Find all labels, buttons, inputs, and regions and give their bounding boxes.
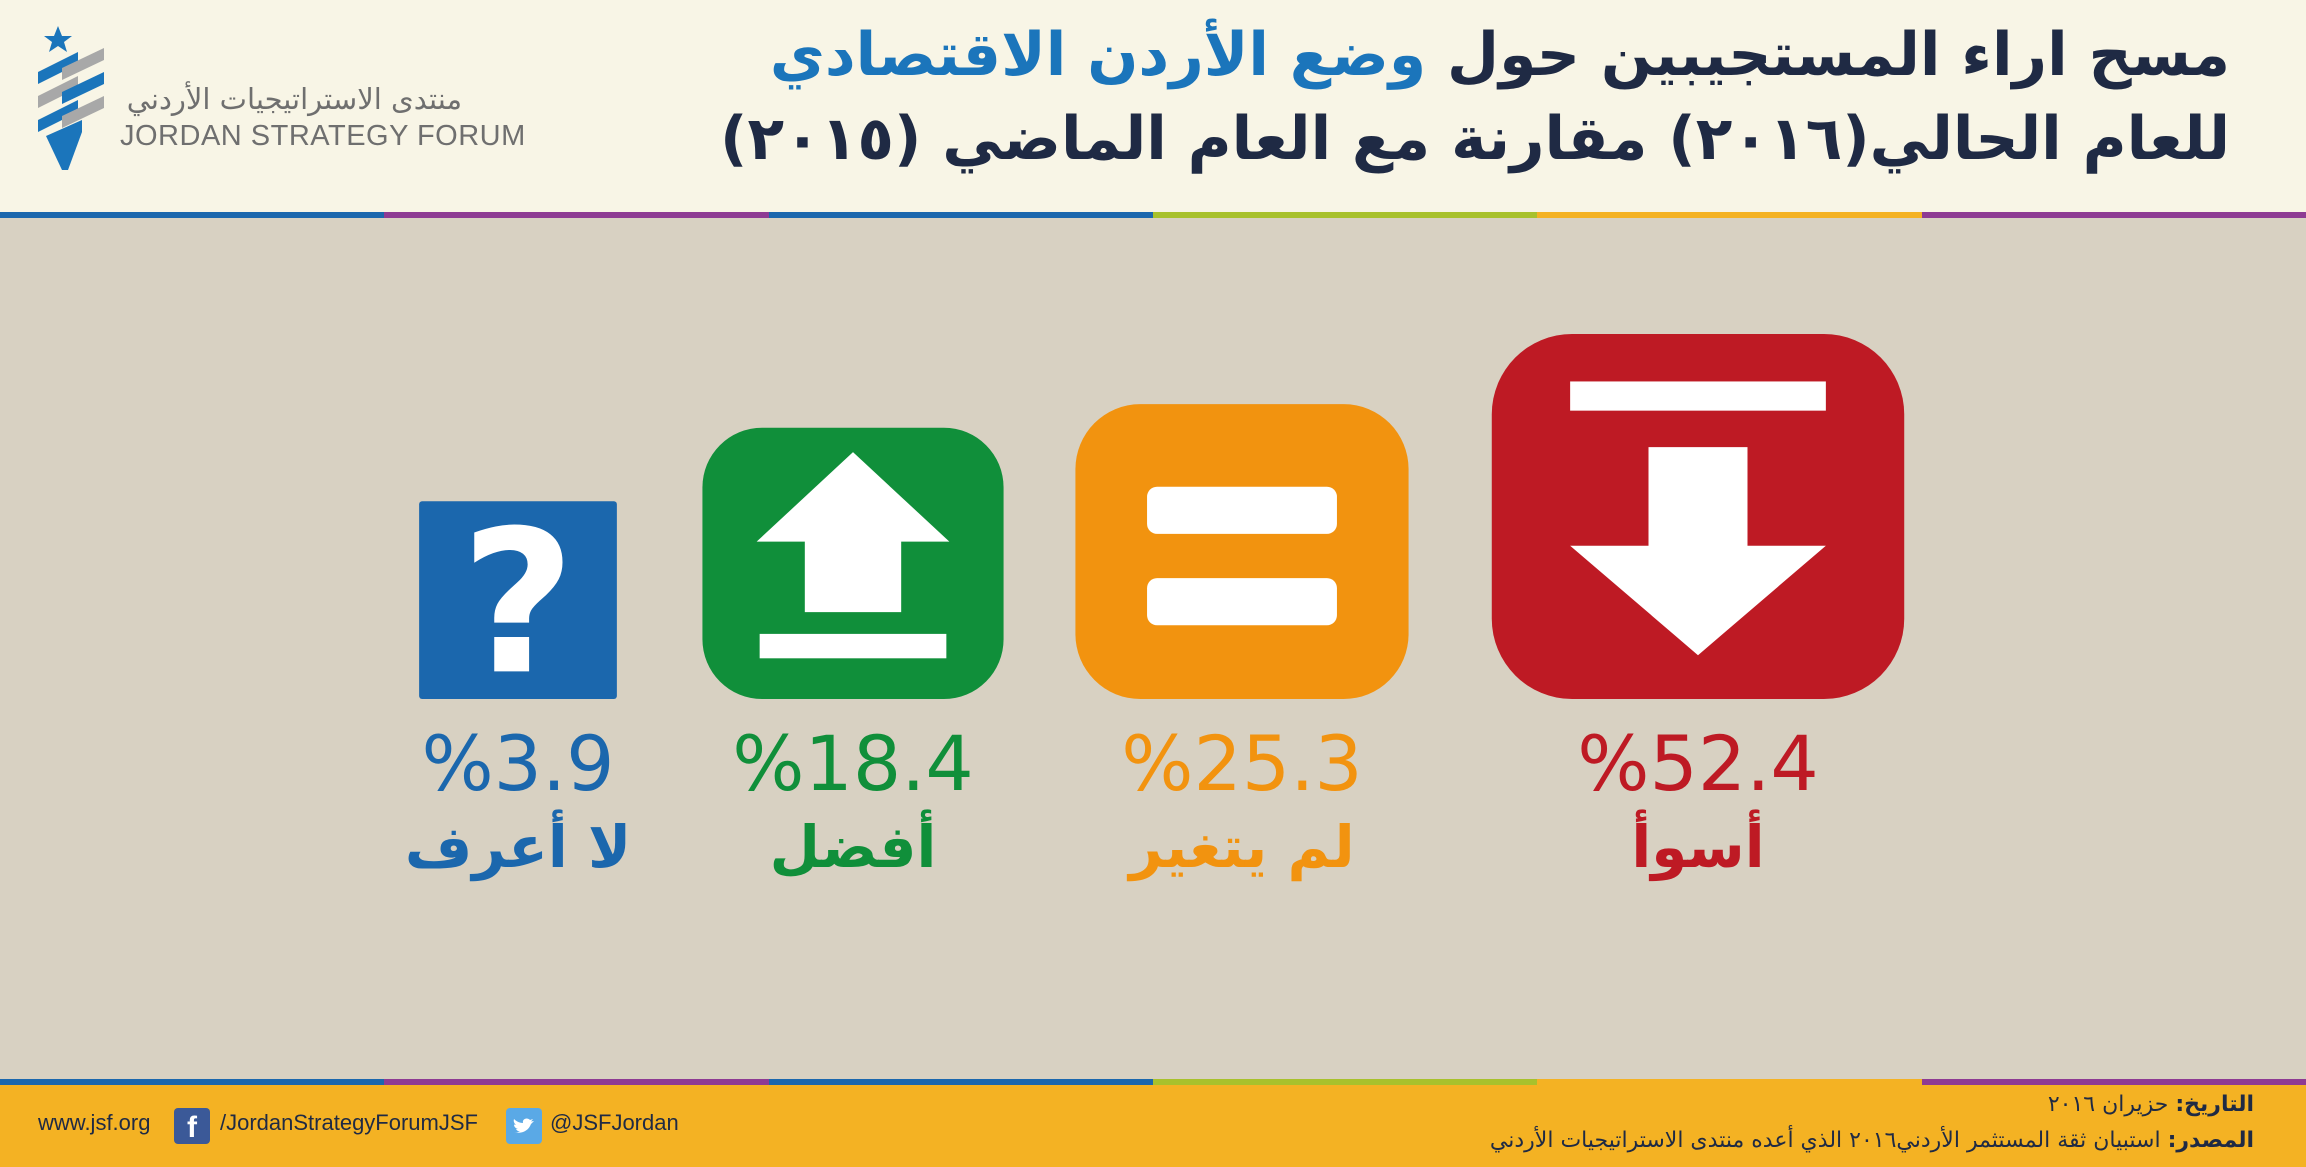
title-line-2: للعام الحالي(٢٠١٦) مقارنة مع العام الماض…: [720, 104, 2230, 174]
stripe-segment: [0, 1079, 385, 1085]
down-arrow-icon: [1570, 447, 1826, 656]
date-line: التاريخ: حزيران ٢٠١٦: [2048, 1092, 2254, 1117]
date-label: التاريخ:: [2175, 1092, 2254, 1117]
logo-arabic-text: منتدى الاستراتيجيات الأردني: [126, 82, 462, 116]
question-icon: ?: [461, 487, 576, 718]
stripe-segment: [1921, 1079, 2306, 1085]
bar-icon-box: [419, 501, 617, 699]
bar-icon-box: [1075, 404, 1409, 699]
stripe-segment: [1537, 212, 1922, 218]
title-line-1-accent: وضع الأردن الاقتصادي: [769, 20, 1427, 90]
twitter-link[interactable]: @JSFJordan: [550, 1110, 679, 1135]
down-arrow-icon: [1570, 381, 1826, 411]
source-line: المصدر: استبيان ثقة المستثمر الأردني٢٠١٦…: [1490, 1128, 2254, 1153]
top-color-stripe: [0, 212, 2306, 218]
value-label: %18.4: [732, 719, 973, 808]
jsf-logo-icon: [38, 26, 104, 170]
stripe-segment: [1921, 212, 2306, 218]
value-label: %52.4: [1577, 719, 1818, 808]
stripe-segment: [768, 1079, 1153, 1085]
bottom-color-stripe: [0, 1079, 2306, 1085]
logo-english-text: JORDAN STRATEGY FORUM: [120, 120, 526, 152]
header: منتدى الاستراتيجيات الأردني JORDAN STRAT…: [0, 0, 2306, 212]
twitter-icon[interactable]: [506, 1108, 542, 1144]
up-arrow-icon: [756, 452, 950, 613]
title-line-1: مسح اراء المستجيبين حول وضع الأردن الاقت…: [770, 20, 2230, 90]
stripe-segment: [384, 212, 769, 218]
source-value: استبيان ثقة المستثمر الأردني٢٠١٦ الذي أع…: [1489, 1128, 2161, 1153]
value-label: %3.9: [421, 719, 614, 808]
category-label: أفضل: [770, 809, 937, 881]
facebook-link[interactable]: /JordanStrategyForumJSF: [220, 1110, 478, 1135]
footer: [0, 1085, 2306, 1167]
equals-icon: [1147, 578, 1337, 626]
date-value: حزيران ٢٠١٦: [2047, 1092, 2169, 1117]
stripe-segment: [1152, 212, 1538, 218]
title-line-1-main: مسح اراء المستجيبين حول: [1447, 20, 2230, 90]
stripe-segment: [1537, 1079, 1922, 1085]
category-label: لم يتغير: [1126, 813, 1354, 882]
up-arrow-icon: [759, 633, 947, 659]
stripe-segment: [1152, 1079, 1538, 1085]
category-label: أسوأ: [1631, 809, 1764, 882]
stripe-segment: [768, 212, 1153, 218]
stripe-segment: [384, 1079, 769, 1085]
source-label: المصدر:: [2167, 1128, 2254, 1153]
value-label: %25.3: [1121, 719, 1362, 808]
equals-icon: [1147, 486, 1337, 534]
category-label: لا أعرف: [405, 809, 631, 882]
stripe-segment: [0, 212, 385, 218]
website-link[interactable]: www.jsf.org: [38, 1110, 151, 1135]
facebook-icon[interactable]: f: [174, 1108, 210, 1144]
